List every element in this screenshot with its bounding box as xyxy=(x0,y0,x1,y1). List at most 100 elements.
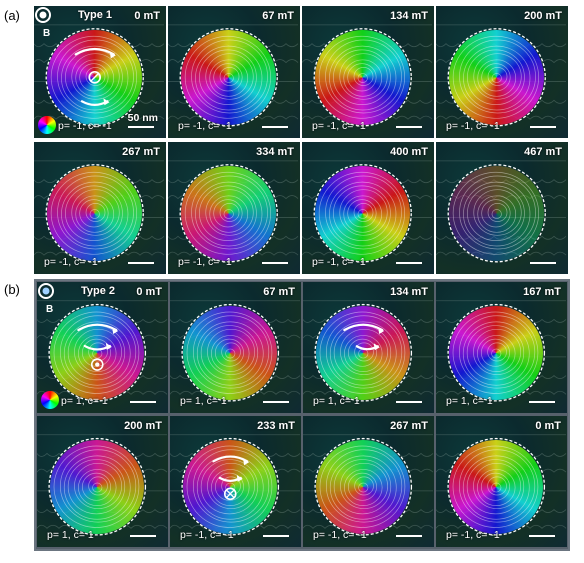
vortex-disc xyxy=(183,305,278,400)
vortex-color xyxy=(183,439,278,534)
polarity-chirality-label: p= -1, c= -1 xyxy=(178,120,232,132)
contour-ring xyxy=(59,315,137,389)
contour-ring xyxy=(343,59,383,97)
contour-ring xyxy=(75,59,115,97)
contour-ring xyxy=(195,181,263,247)
color-wheel-icon xyxy=(38,116,56,134)
contour-ring xyxy=(59,449,137,523)
contour-ring xyxy=(329,455,397,520)
vortex-color xyxy=(449,165,545,261)
contour-ring xyxy=(477,335,516,372)
vortex-disc xyxy=(316,305,411,400)
b-icon-ring xyxy=(38,283,54,299)
contour-ring xyxy=(184,35,272,119)
contour-ring xyxy=(357,209,368,219)
section-a-label: (a) xyxy=(4,8,20,23)
polarity-chirality-label: p= -1, c= -1 xyxy=(446,529,500,541)
vortex-color xyxy=(316,305,411,400)
contour-ring xyxy=(57,39,134,114)
vortex-disc xyxy=(181,29,277,125)
contour-ring xyxy=(491,348,502,359)
background-contour xyxy=(436,251,567,256)
dashed-outline xyxy=(314,303,413,402)
field-label: 467 mT xyxy=(524,146,562,158)
contour-ring xyxy=(57,175,134,250)
contour-ring xyxy=(325,449,403,523)
vortex-image xyxy=(34,24,165,127)
vortex-image xyxy=(436,434,567,536)
contour-ring xyxy=(81,472,111,501)
contour-ring xyxy=(192,315,270,389)
polarity-chirality-label: p= -1, c= -1 xyxy=(180,529,234,541)
section-b-label: (b) xyxy=(4,282,20,297)
contour-ring xyxy=(347,199,377,228)
vortex-image xyxy=(436,160,567,263)
arrow-head-icon xyxy=(378,326,385,334)
dashed-outline xyxy=(447,164,546,263)
polarity-chirality-label: p= 1, c= 1 xyxy=(47,529,94,541)
contour-ring xyxy=(344,469,383,506)
lorentz-panel: 233 mT p= -1, c= -1 xyxy=(170,416,301,547)
contour-ring xyxy=(487,203,508,222)
polarity-chirality-label: p= 1, c= 1 xyxy=(446,395,493,407)
arrow-head-icon xyxy=(243,458,250,466)
dashed-outline xyxy=(48,303,147,402)
arrow-head-icon xyxy=(236,474,243,482)
b-icon-center xyxy=(39,11,47,19)
contour-ring xyxy=(339,189,388,236)
contour-ring xyxy=(333,185,391,242)
contour-ring xyxy=(477,469,516,506)
lorentz-panel: 0 mT p= -1, c= -1 Type 1 B 50 nm xyxy=(34,6,166,138)
dashed-outline xyxy=(181,303,280,402)
scale-bar xyxy=(530,126,556,128)
contour-ring xyxy=(491,209,502,219)
contour-ring xyxy=(491,482,502,493)
contour-ring xyxy=(213,199,243,228)
scale-bar xyxy=(529,535,555,537)
contour-ring xyxy=(205,53,254,100)
lorentz-panel: 0 mT p= -1, c= -1 xyxy=(436,416,567,547)
dashed-outline xyxy=(447,437,546,536)
background-contour xyxy=(436,235,567,240)
field-label: 400 mT xyxy=(390,146,428,158)
contour-ring xyxy=(452,311,539,394)
contour-ring xyxy=(199,49,257,106)
scale-bar xyxy=(130,535,156,537)
circle-b-icon xyxy=(35,7,51,23)
lorentz-panel: 134 mT p= 1, c= 1 xyxy=(303,282,434,413)
vortex-color xyxy=(316,439,411,534)
circle-b-icon xyxy=(38,283,54,299)
contour-ring xyxy=(480,472,510,501)
contour-ring xyxy=(329,181,397,247)
polarity-chirality-label: p= -1, c= -1 xyxy=(178,256,232,268)
contour-ring xyxy=(347,63,377,92)
field-label: 233 mT xyxy=(257,420,295,432)
contour-ring xyxy=(329,321,397,386)
vortex-image xyxy=(37,300,168,402)
contour-ring xyxy=(79,199,109,228)
circle-slash-icon xyxy=(88,70,102,84)
contour-ring xyxy=(487,67,508,86)
contour-ring xyxy=(186,445,273,528)
vortex-color xyxy=(315,165,411,261)
vortex-disc xyxy=(449,439,544,534)
scale-bar xyxy=(396,401,422,403)
contour-ring xyxy=(219,203,240,222)
contour-ring xyxy=(333,49,391,106)
dashed-outline xyxy=(45,28,144,127)
contour-ring xyxy=(319,445,406,528)
contour-ring xyxy=(491,73,502,83)
contour-ring xyxy=(477,59,517,97)
vortex-color xyxy=(183,305,278,400)
contour-ring xyxy=(487,476,507,496)
field-label: 0 mT xyxy=(134,10,160,22)
contour-ring xyxy=(357,73,368,83)
scale-bar xyxy=(128,262,154,264)
contour-ring xyxy=(199,185,257,242)
contour-ring xyxy=(207,328,255,375)
contour-ring xyxy=(221,342,241,362)
core-slash xyxy=(90,73,99,82)
dashed-outline xyxy=(447,28,546,127)
field-label: 0 mT xyxy=(535,420,561,432)
contour-ring xyxy=(88,342,108,362)
